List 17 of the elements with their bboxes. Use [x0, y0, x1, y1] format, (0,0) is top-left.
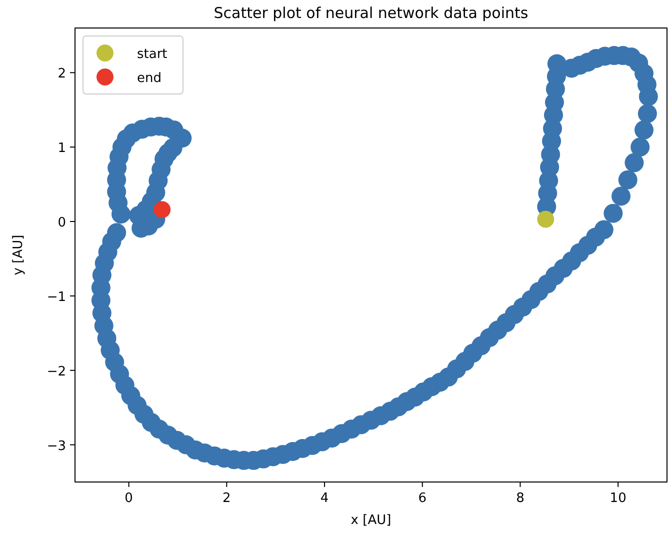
x-tick-label: 8 — [516, 491, 524, 506]
legend-label: end — [137, 71, 162, 86]
y-tick-label: −1 — [46, 290, 66, 305]
chart-title: Scatter plot of neural network data points — [214, 4, 528, 22]
x-tick-label: 4 — [320, 491, 329, 506]
y-tick-label: −3 — [46, 438, 66, 454]
x-tick-label: 0 — [124, 491, 133, 506]
x-axis-title: x [AU] — [350, 513, 392, 528]
x-tick-label: 2 — [222, 491, 231, 506]
y-tick-label: −2 — [46, 364, 66, 380]
y-tick-label: 0 — [58, 216, 66, 231]
y-tick-label: 2 — [58, 66, 66, 82]
y-axis-title: y [AU] — [11, 234, 26, 276]
legend-label: start — [137, 47, 168, 62]
y-tick-label: 1 — [58, 141, 66, 156]
x-tick-label: 10 — [610, 491, 626, 506]
x-tick-label: 6 — [418, 491, 427, 506]
